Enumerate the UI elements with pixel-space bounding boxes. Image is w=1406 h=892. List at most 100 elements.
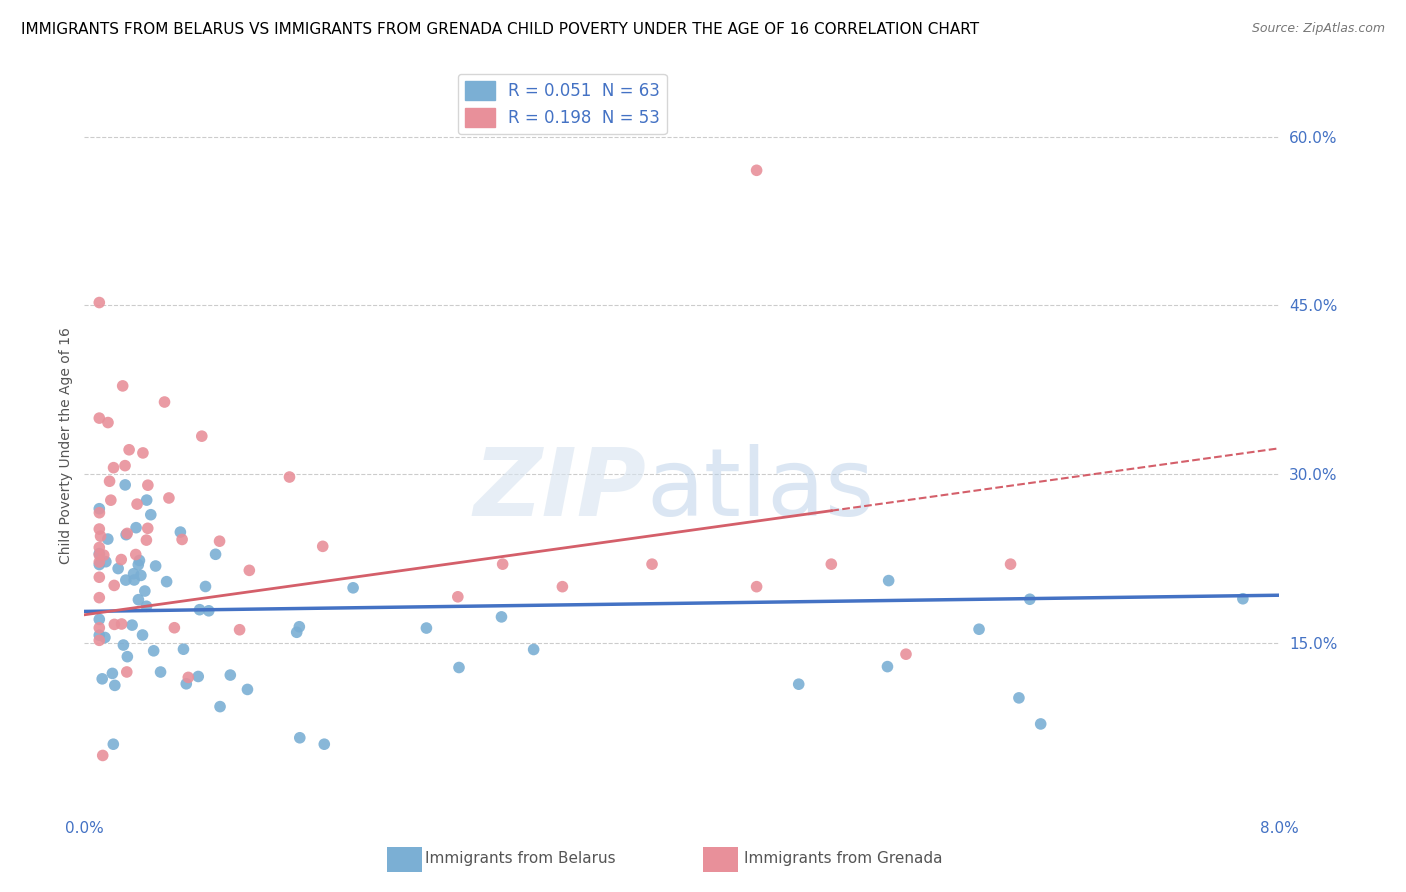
- Point: [1008, 690, 1031, 705]
- Text: Immigrants from Grenada: Immigrants from Grenada: [744, 851, 943, 865]
- Point: [114, 458, 136, 473]
- Point: [115, 526, 138, 541]
- Point: [745, 580, 768, 594]
- Point: [112, 638, 135, 652]
- Point: [209, 699, 232, 714]
- Point: [285, 625, 308, 640]
- Point: [117, 649, 139, 664]
- Point: [122, 573, 145, 587]
- Point: [115, 527, 138, 541]
- Point: [94, 555, 117, 569]
- Point: [93, 548, 115, 562]
- Point: [820, 557, 842, 571]
- Point: [114, 573, 136, 587]
- Point: [156, 574, 179, 589]
- Point: [104, 678, 127, 692]
- Point: [877, 574, 900, 588]
- Point: [89, 548, 111, 562]
- Point: [342, 581, 364, 595]
- Point: [97, 532, 120, 546]
- Text: Source: ZipAtlas.com: Source: ZipAtlas.com: [1251, 22, 1385, 36]
- Point: [447, 660, 470, 674]
- Point: [876, 659, 898, 673]
- Text: IMMIGRANTS FROM BELARUS VS IMMIGRANTS FROM GRENADA CHILD POVERTY UNDER THE AGE O: IMMIGRANTS FROM BELARUS VS IMMIGRANTS FR…: [21, 22, 979, 37]
- Point: [131, 628, 153, 642]
- Point: [107, 561, 129, 575]
- Point: [1000, 557, 1022, 571]
- Point: [97, 416, 120, 430]
- Point: [89, 541, 111, 555]
- Point: [1018, 592, 1040, 607]
- Point: [236, 682, 259, 697]
- Point: [238, 563, 260, 577]
- Point: [111, 379, 134, 393]
- Point: [121, 618, 143, 632]
- Point: [89, 570, 111, 584]
- Point: [129, 568, 152, 582]
- Point: [188, 603, 211, 617]
- Point: [174, 677, 197, 691]
- Point: [127, 592, 149, 607]
- Point: [1029, 717, 1052, 731]
- Point: [103, 578, 125, 592]
- Point: [89, 522, 111, 536]
- Point: [89, 547, 111, 561]
- Point: [89, 612, 111, 626]
- Point: [491, 610, 513, 624]
- Point: [197, 604, 219, 618]
- Point: [122, 566, 145, 581]
- Point: [98, 474, 121, 488]
- Point: [89, 506, 111, 520]
- Point: [103, 617, 125, 632]
- Point: [132, 446, 155, 460]
- Point: [288, 620, 311, 634]
- Point: [91, 672, 114, 686]
- Point: [89, 633, 111, 648]
- Point: [125, 521, 148, 535]
- Point: [90, 529, 112, 543]
- Point: [204, 547, 226, 561]
- Point: [114, 478, 136, 492]
- Point: [641, 557, 664, 571]
- Point: [492, 557, 515, 571]
- Point: [172, 533, 194, 547]
- Point: [208, 534, 231, 549]
- Y-axis label: Child Poverty Under the Age of 16: Child Poverty Under the Age of 16: [59, 327, 73, 565]
- Point: [145, 559, 167, 574]
- Point: [415, 621, 437, 635]
- Point: [551, 580, 574, 594]
- Point: [94, 631, 117, 645]
- Point: [89, 558, 111, 572]
- Point: [312, 539, 335, 553]
- Point: [967, 622, 990, 636]
- Point: [194, 579, 217, 593]
- Point: [228, 623, 250, 637]
- Point: [135, 493, 157, 508]
- Point: [172, 642, 194, 657]
- Point: [115, 665, 138, 679]
- Point: [101, 666, 124, 681]
- Point: [191, 429, 214, 443]
- Point: [139, 508, 162, 522]
- Point: [278, 470, 301, 484]
- Point: [157, 491, 180, 505]
- Point: [163, 621, 186, 635]
- Point: [134, 584, 156, 599]
- Point: [787, 677, 810, 691]
- Point: [447, 590, 470, 604]
- Text: atlas: atlas: [647, 444, 875, 536]
- Point: [125, 548, 148, 562]
- Point: [91, 748, 114, 763]
- Point: [894, 647, 917, 661]
- Point: [128, 553, 150, 567]
- Point: [89, 501, 111, 516]
- Point: [127, 558, 149, 572]
- Point: [288, 731, 311, 745]
- Point: [135, 533, 157, 547]
- Point: [100, 493, 122, 508]
- Point: [103, 737, 125, 751]
- Point: [89, 621, 111, 635]
- Point: [118, 442, 141, 457]
- Point: [177, 670, 200, 684]
- Point: [125, 497, 148, 511]
